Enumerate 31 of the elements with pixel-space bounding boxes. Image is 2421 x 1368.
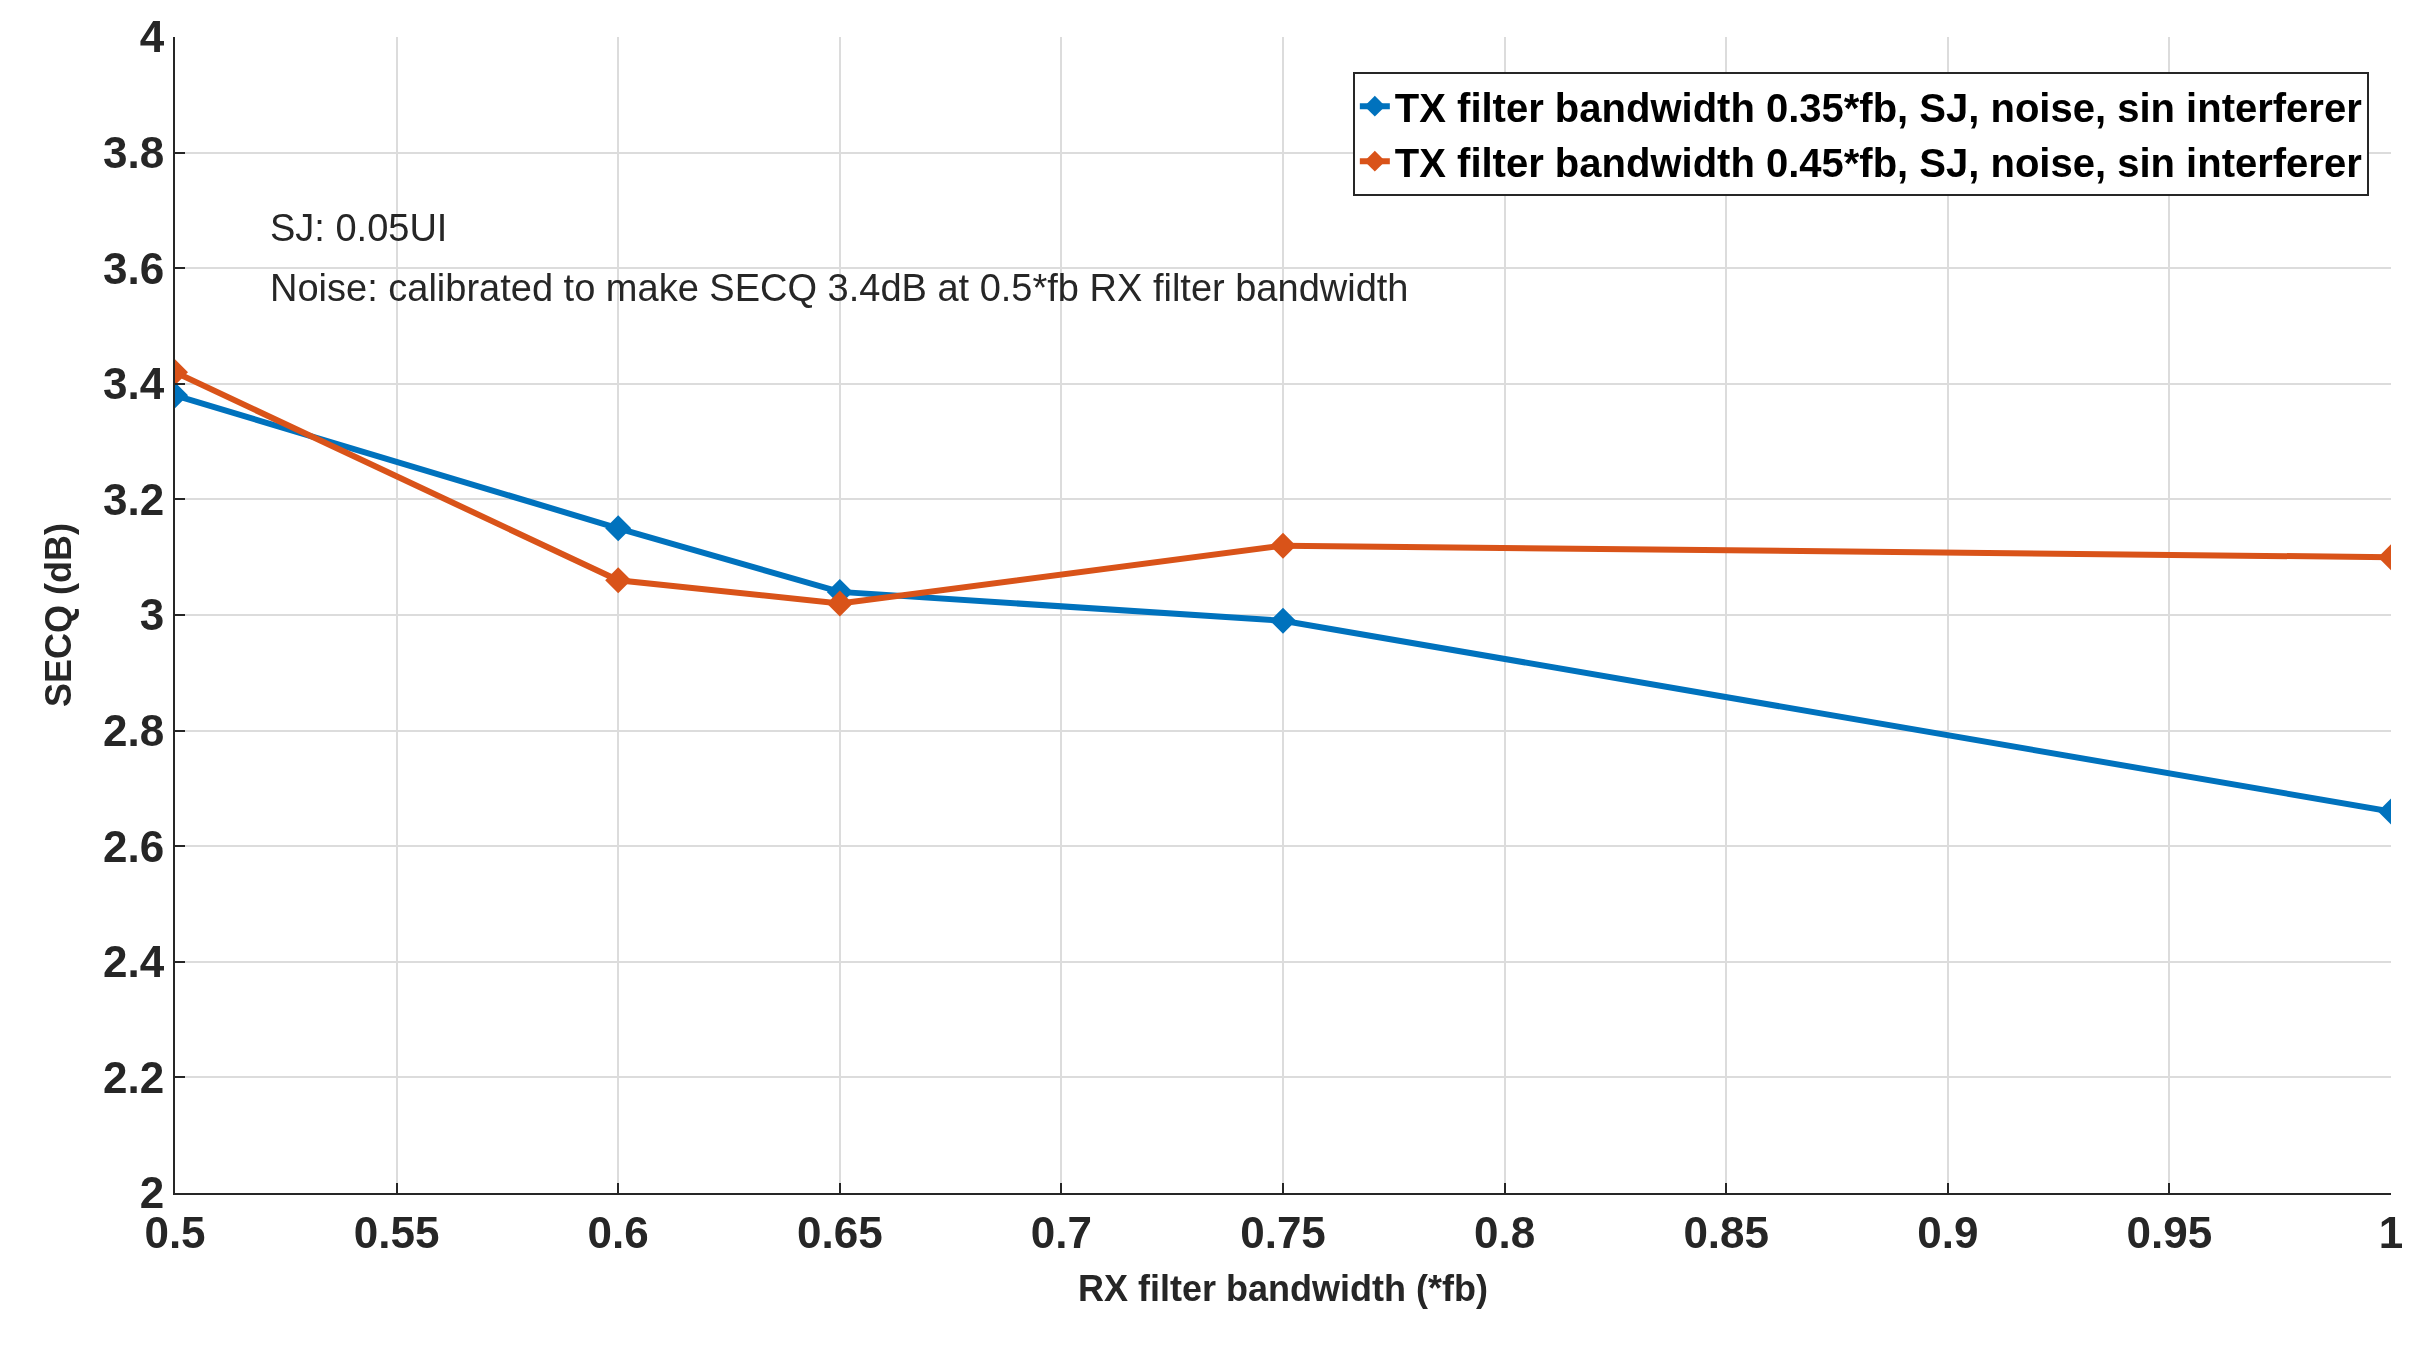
y-tick-label: 2.4 (103, 937, 165, 987)
y-axis-title: SECQ (dB) (38, 523, 80, 707)
x-tick-label: 0.7 (1030, 1207, 1092, 1257)
y-tick-label: 3 (139, 590, 165, 640)
point (1270, 607, 1296, 634)
y-tick-label: 3.2 (103, 474, 165, 524)
x-tick-label: 0.95 (2126, 1207, 2213, 1257)
legend-label: TX filter bandwidth 0.45*fb, SJ, noise, sin interferer (1394, 140, 2362, 185)
x-tick-label: 0.55 (353, 1207, 440, 1257)
x-tick-label: 0.9 (1917, 1207, 1979, 1257)
point (1270, 532, 1296, 559)
x-tick-label: 0.85 (1683, 1207, 1770, 1257)
y-tick-label: 2.2 (103, 1052, 165, 1102)
x-tick-label: 0.8 (1474, 1207, 1536, 1257)
point (826, 590, 853, 617)
x-tick-label: 0.6 (587, 1207, 649, 1257)
y-tick-label: 2.8 (103, 706, 165, 755)
y-tick-label: 3.8 (103, 128, 165, 177)
y-tick-label: 4 (139, 12, 165, 62)
x-tick-label: 0.75 (1240, 1207, 1326, 1257)
point (605, 567, 632, 594)
x-tick-label: 0.65 (796, 1207, 883, 1257)
point (605, 515, 632, 542)
annotation: SJ: 0.05UI (270, 207, 448, 249)
y-tick-label: 3.6 (103, 243, 165, 293)
x-tick-label: 1 (2378, 1207, 2404, 1257)
y-tick-label: 3.4 (103, 359, 165, 409)
annotation: Noise: calibrated to make SECQ 3.4dB at 0.5*fb RX filter bandwidth (270, 267, 1409, 309)
x-axis-title: RX filter bandwidth (*fb) (1078, 1268, 1488, 1309)
legend-label: TX filter bandwidth 0.35*fb, SJ, noise, sin interferer (1394, 85, 2362, 130)
y-tick-label: 2.6 (103, 821, 165, 871)
